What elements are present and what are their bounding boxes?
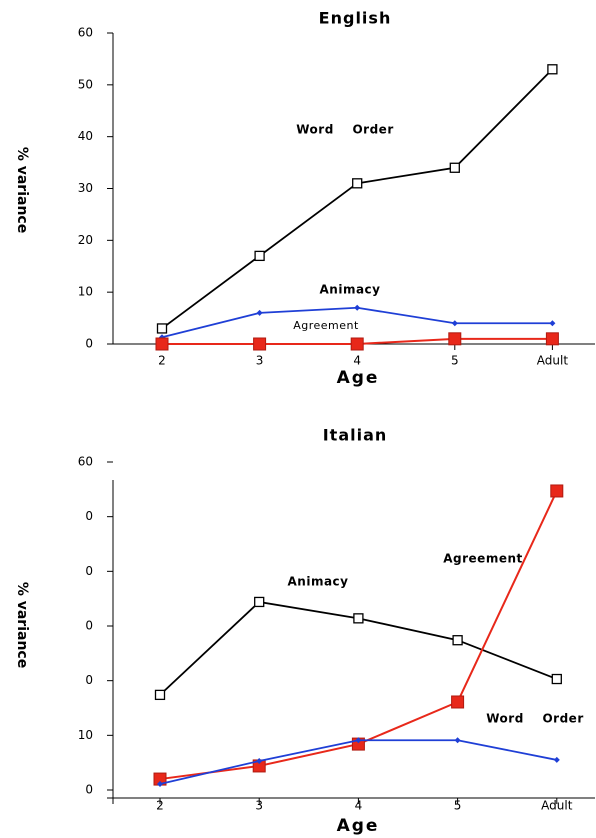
point [253, 337, 267, 351]
point [451, 320, 458, 327]
x-tick-label: 3 [256, 354, 264, 368]
point [354, 304, 361, 311]
point [550, 484, 564, 498]
series-label: Animacy [320, 283, 381, 297]
point [256, 309, 263, 316]
point [254, 596, 265, 608]
x-tick-label: 3 [255, 799, 263, 813]
series-label: Word Order [296, 123, 394, 137]
y-tick-label: 20 [78, 233, 93, 247]
point [254, 250, 265, 262]
x-tick-label: 2 [158, 354, 166, 368]
x-tick-label: 5 [454, 799, 462, 813]
x-tick-label: Adult [537, 354, 569, 368]
series-label: Animacy [288, 575, 349, 589]
y-tick-label: 60 [78, 455, 93, 469]
y-axis-title: % variance [14, 582, 30, 668]
x-tick-label: 4 [353, 354, 361, 368]
series-line [159, 490, 558, 781]
y-tick-label: 50 [78, 77, 93, 91]
point [451, 695, 465, 709]
point [551, 673, 562, 685]
x-axis-title: Age [337, 816, 380, 836]
point [350, 337, 364, 351]
y-tick-label: 40 [78, 129, 93, 143]
y-tick-label: 0 [85, 619, 93, 633]
y-tick-label: 10 [78, 285, 93, 299]
y-tick-label: 0 [85, 509, 93, 523]
point [154, 689, 166, 701]
y-tick-label: 0 [85, 564, 93, 578]
point [553, 756, 560, 763]
y-tick-label: 0 [85, 673, 93, 687]
series-label: Agreement [443, 552, 523, 566]
point [547, 64, 558, 75]
x-tick-label: Adult [541, 799, 573, 813]
point [454, 737, 461, 744]
point [355, 737, 362, 744]
point [449, 162, 460, 173]
point [157, 780, 163, 787]
x-tick-label: 5 [451, 354, 459, 368]
x-axis-title: Age [337, 368, 380, 388]
point [448, 332, 462, 346]
x-tick-label: 4 [355, 799, 363, 813]
point [156, 323, 168, 334]
series-label: Word Order [486, 712, 584, 726]
point [155, 337, 169, 351]
y-tick-label: 10 [78, 728, 93, 742]
point [549, 320, 556, 327]
chart-title: Italian [323, 426, 388, 445]
x-tick-label: 2 [156, 799, 164, 813]
y-tick-label: 60 [78, 26, 93, 40]
y-tick-label: 0 [85, 337, 93, 351]
point [353, 613, 364, 624]
point [256, 758, 263, 765]
point [545, 332, 559, 346]
chart-title: English [319, 9, 392, 28]
series-label: Agreement [293, 319, 359, 332]
y-tick-label: 30 [78, 181, 93, 195]
y-axis-title: % variance [14, 147, 30, 233]
point [452, 635, 463, 646]
y-tick-label: 0 [85, 783, 93, 797]
point [352, 178, 363, 189]
